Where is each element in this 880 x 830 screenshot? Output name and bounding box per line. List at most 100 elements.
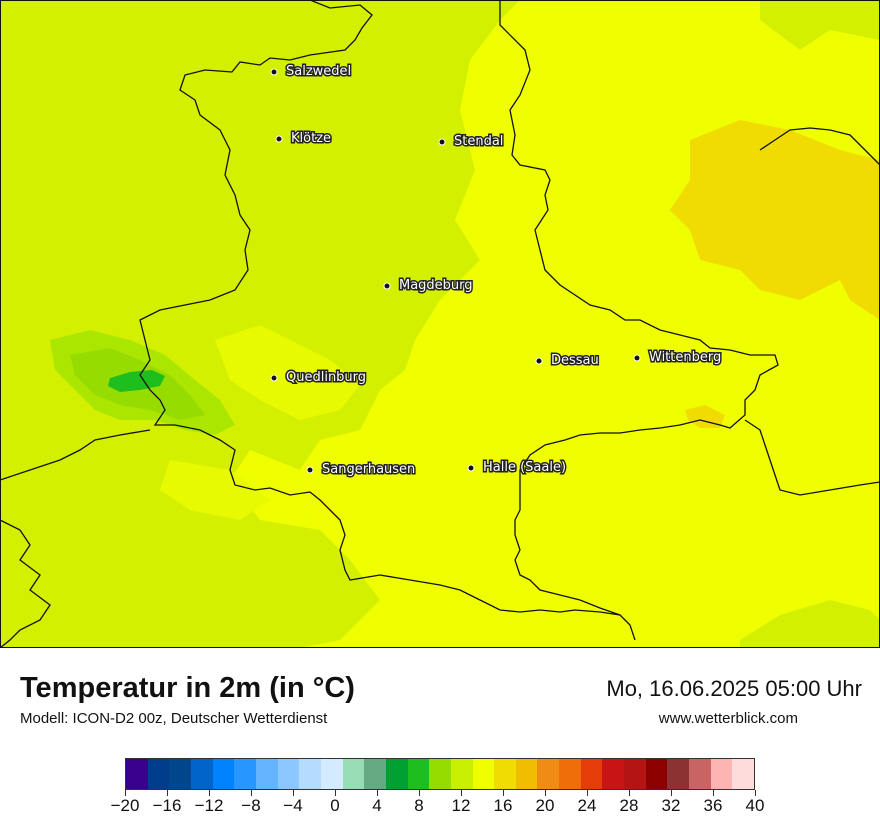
city-label-magdeburg: Magdeburg xyxy=(399,278,473,293)
city-dessau: Dessau xyxy=(535,352,600,370)
model-info: Modell: ICON-D2 00z, Deutscher Wetterdie… xyxy=(20,710,328,727)
color-scale-tick xyxy=(167,790,168,796)
color-scale-tick-label: −4 xyxy=(283,796,303,815)
city-stendal: Stendal xyxy=(438,133,505,151)
color-scale-swatch xyxy=(147,759,170,789)
color-scale-tick-label: 20 xyxy=(535,796,555,815)
cool-zone-west xyxy=(0,0,520,648)
color-scale-tick xyxy=(503,790,504,796)
city-markers: Salzwedel Klötze Stendal Magdeburg Dessa… xyxy=(270,63,723,479)
forecast-datetime: Mo, 16.06.2025 05:00 Uhr xyxy=(606,676,862,701)
color-scale-swatch xyxy=(472,759,495,789)
color-scale-tick-label: 28 xyxy=(619,796,639,815)
city-kloetze: Klötze xyxy=(275,130,333,148)
color-scale-swatch xyxy=(732,759,755,789)
color-scale-swatch xyxy=(494,759,516,789)
city-label-kloetze: Klötze xyxy=(291,131,331,146)
color-scale-swatch xyxy=(407,759,430,789)
city-label-halle: Halle (Saale) xyxy=(483,460,566,475)
color-scale-tick-label: −12 xyxy=(194,796,224,815)
color-scale-tick xyxy=(545,790,546,796)
city-label-sangerhausen: Sangerhausen xyxy=(322,462,415,477)
color-scale-tick xyxy=(377,790,378,796)
color-scale-swatch xyxy=(645,759,668,789)
color-scale-ticks: −20 −16 −12 −8 −4 0 4 8 12 16 20 24 28 32 36 40 xyxy=(111,790,764,820)
border-east-south xyxy=(744,419,880,496)
warm-zone-east xyxy=(670,120,880,320)
border-sachsen-anhalt-east xyxy=(499,0,779,616)
color-scale-swatch xyxy=(602,759,625,789)
warm-spot-wittenberg xyxy=(685,405,725,428)
color-scale-swatch xyxy=(255,759,278,789)
warm-patch-southwest xyxy=(160,460,270,520)
border-sachsen-anhalt xyxy=(139,0,636,641)
map-title: Temperatur in 2m (in °C) xyxy=(20,672,355,704)
color-scale-tick-label: 16 xyxy=(493,796,513,815)
color-scale-tick xyxy=(587,790,588,796)
temperature-map: Salzwedel Klötze Stendal Magdeburg Dessa… xyxy=(0,0,880,648)
city-halle: Halle (Saale) xyxy=(467,459,568,477)
color-scale-tick xyxy=(671,790,672,796)
color-scale-swatch xyxy=(212,759,235,789)
color-scale-tick xyxy=(293,790,294,796)
color-scale-swatch xyxy=(299,759,321,789)
color-scale-swatch xyxy=(624,759,646,789)
city-quedlinburg: Quedlinburg xyxy=(270,369,368,387)
color-scale-swatch xyxy=(126,759,148,789)
color-scale-swatch xyxy=(515,759,538,789)
color-scale-swatch xyxy=(169,759,191,789)
color-scale-swatch xyxy=(450,759,473,789)
color-scale-tick xyxy=(419,790,420,796)
city-label-quedlinburg: Quedlinburg xyxy=(286,370,366,385)
color-scale-bar xyxy=(125,758,755,790)
legend-footer: Temperatur in 2m (in °C) Modell: ICON-D2… xyxy=(0,648,880,830)
color-scale-tick xyxy=(755,790,756,796)
border-west-south xyxy=(0,429,151,481)
color-scale-tick-label: 40 xyxy=(745,796,765,815)
city-salzwedel: Salzwedel xyxy=(270,63,353,81)
warm-patch-quedlinburg xyxy=(215,325,360,420)
cool-zone-northeast xyxy=(760,0,880,50)
color-scale-tick xyxy=(209,790,210,796)
color-scale-tick-label: −20 xyxy=(110,796,140,815)
color-scale-swatch xyxy=(190,759,213,789)
color-scale-tick xyxy=(251,790,252,796)
color-scale-tick xyxy=(713,790,714,796)
color-scale-swatch xyxy=(667,759,690,789)
city-label-wittenberg: Wittenberg xyxy=(649,350,721,365)
green-spot-brocken xyxy=(108,370,165,392)
color-scale-swatch xyxy=(364,759,386,789)
color-scale-tick xyxy=(125,790,126,796)
color-scale-tick-label: 12 xyxy=(451,796,471,815)
color-scale-tick-label: 36 xyxy=(703,796,723,815)
color-scale-swatch xyxy=(537,759,560,789)
city-label-dessau: Dessau xyxy=(551,353,599,368)
color-scale-swatch xyxy=(320,759,343,789)
city-magdeburg: Magdeburg xyxy=(383,277,474,295)
color-scale-swatch xyxy=(234,759,256,789)
color-scale-tick-label: 4 xyxy=(372,796,382,815)
color-scale-tick-label: −8 xyxy=(241,796,261,815)
color-scale-swatch xyxy=(689,759,711,789)
color-scale-tick xyxy=(335,790,336,796)
city-sangerhausen: Sangerhausen xyxy=(306,461,417,479)
color-scale-tick-label: 24 xyxy=(577,796,597,815)
cool-zone-southeast xyxy=(740,600,880,648)
border-northeast xyxy=(759,127,880,166)
city-wittenberg: Wittenberg xyxy=(633,349,723,367)
color-scale-swatch xyxy=(580,759,603,789)
city-label-salzwedel: Salzwedel xyxy=(286,64,351,79)
website-link[interactable]: www.wetterblick.com xyxy=(658,710,798,727)
color-scale-tick-label: 0 xyxy=(330,796,340,815)
color-scale-swatch xyxy=(429,759,451,789)
border-southwest xyxy=(0,519,51,648)
color-scale-tick-label: −16 xyxy=(152,796,182,815)
color-scale-tick-label: 32 xyxy=(661,796,681,815)
color-scale-tick-label: 8 xyxy=(414,796,424,815)
state-borders xyxy=(0,0,880,648)
color-scale-swatch xyxy=(559,759,581,789)
color-scale-tick xyxy=(629,790,630,796)
color-scale-swatch xyxy=(385,759,408,789)
color-scale-swatch xyxy=(342,759,365,789)
city-label-stendal: Stendal xyxy=(454,134,503,149)
